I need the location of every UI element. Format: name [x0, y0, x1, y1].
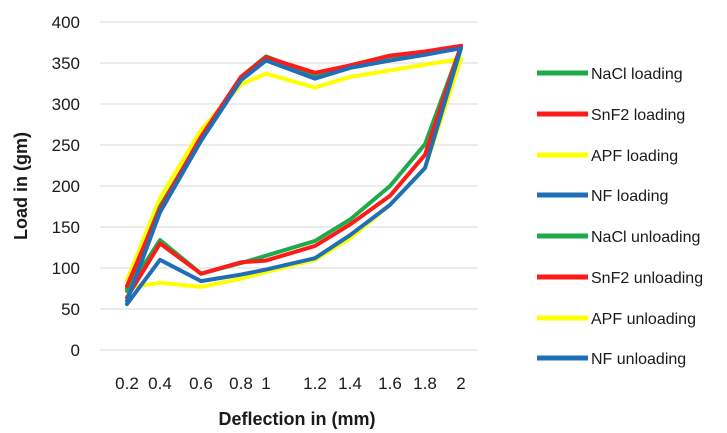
x-tick-label: 0.4: [148, 374, 172, 393]
legend-label: SnF2 unloading: [591, 270, 703, 287]
legend-label: APF unloading: [591, 311, 696, 328]
y-tick-label: 50: [61, 300, 80, 319]
x-tick-label: 1.2: [303, 374, 327, 393]
legend-label: NaCl loading: [591, 66, 683, 83]
x-axis-ticks: 0.2 0.4 0.6 0.8 1 1.2 1.4 1.6 1.8 2: [115, 374, 466, 393]
series-line: [125, 43, 463, 300]
y-axis-title: Load in (gm): [11, 132, 31, 240]
y-tick-label: 350: [52, 54, 80, 73]
series-line: [125, 46, 463, 303]
x-tick-label: 1.6: [378, 374, 402, 393]
y-tick-label: 200: [52, 177, 80, 196]
y-axis-ticks: 0 50 100 150 200 250 300 350 400: [52, 13, 80, 360]
y-tick-label: 100: [52, 259, 80, 278]
legend-label: NaCl unloading: [591, 229, 700, 246]
x-tick-label: 0.2: [115, 374, 139, 393]
legend-label: NF unloading: [591, 351, 686, 368]
legend: NaCl loading SnF2 loading APF loading NF lo…: [537, 66, 703, 368]
x-tick-label: 0.6: [189, 374, 213, 393]
legend-label: SnF2 loading: [591, 107, 685, 124]
y-tick-label: 250: [52, 136, 80, 155]
legend-label: NF loading: [591, 188, 668, 205]
gridlines: [100, 21, 478, 351]
x-tick-label: 1.8: [413, 374, 437, 393]
y-tick-label: 0: [71, 341, 80, 360]
legend-label: APF loading: [591, 148, 678, 165]
x-axis-title: Deflection in (mm): [218, 409, 375, 429]
x-tick-label: 1.4: [338, 374, 362, 393]
x-tick-label: 0.8: [229, 374, 253, 393]
y-tick-label: 300: [52, 95, 80, 114]
series-line: [125, 56, 463, 283]
y-tick-label: 400: [52, 13, 80, 32]
x-tick-label: 1: [261, 374, 270, 393]
y-tick-label: 150: [52, 218, 80, 237]
plot-area: [125, 43, 463, 307]
series-line: [125, 46, 463, 307]
x-tick-label: 2: [456, 374, 465, 393]
